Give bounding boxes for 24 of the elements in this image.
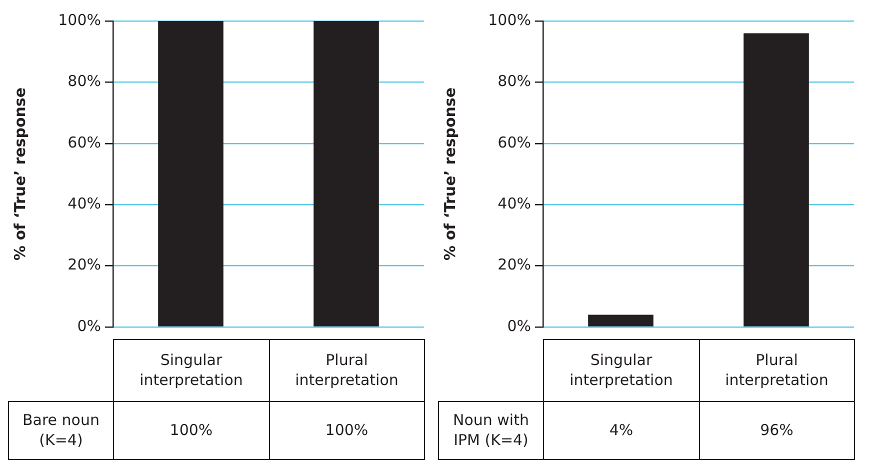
x-tick-label: Singular interpretation — [113, 339, 270, 402]
x-tick-label: Plural interpretation — [268, 339, 425, 402]
y-tick-label: 60% — [498, 133, 531, 152]
y-tick-label: 80% — [68, 72, 101, 90]
x-tick-label: Singular interpretation — [543, 339, 700, 402]
y-tick-label: 40% — [498, 194, 531, 212]
y-tick-label: 20% — [498, 256, 531, 274]
y-axis-title: % of ‘True’ response — [440, 87, 459, 261]
y-tick-label: 40% — [68, 194, 101, 212]
data-label: 100% — [113, 401, 270, 460]
y-tick-label: 0% — [507, 316, 531, 335]
y-tick-label: 100% — [58, 10, 101, 29]
y-tick-label: 0% — [77, 316, 101, 335]
x-tick-label: Plural interpretation — [698, 339, 855, 402]
y-tick-label: 60% — [68, 133, 101, 152]
y-tick-label: 80% — [498, 72, 531, 90]
text: Noun with IPM (K=4) — [438, 401, 544, 460]
y-axis-title: % of ‘True’ response — [10, 87, 29, 261]
text: Bare noun (K=4) — [8, 401, 114, 460]
y-tick-label: 100% — [488, 10, 531, 29]
data-label: 96% — [698, 401, 855, 460]
data-label: 100% — [268, 401, 425, 460]
data-label: 4% — [543, 401, 700, 460]
y-tick-label: 20% — [68, 256, 101, 274]
